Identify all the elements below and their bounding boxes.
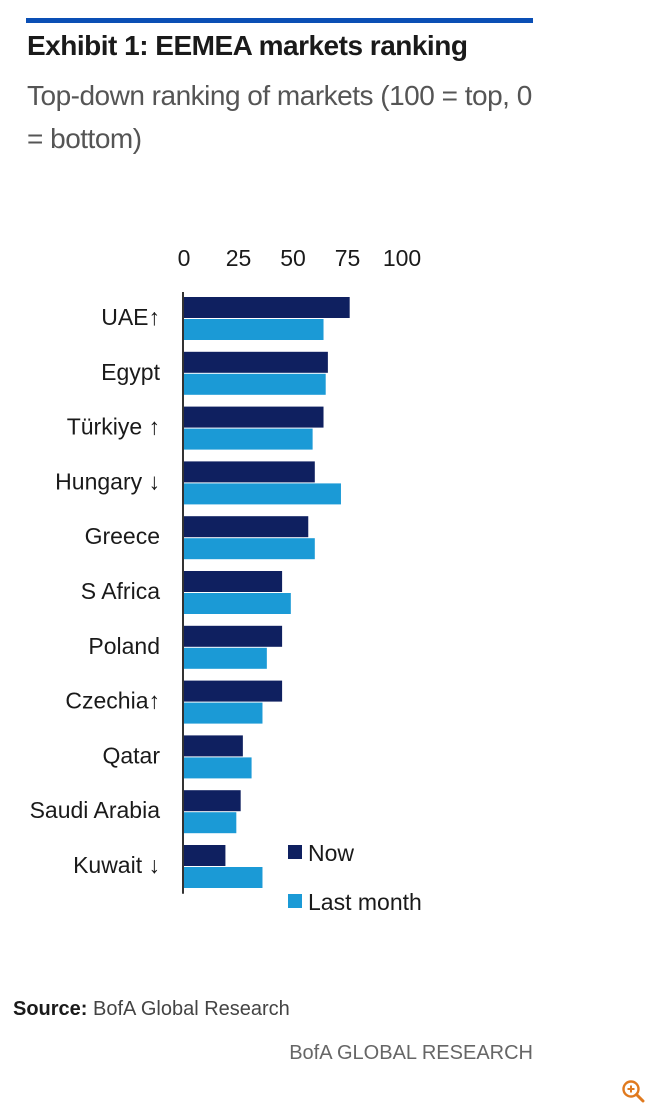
category-label: Hungary ↓ xyxy=(55,468,160,494)
legend-label-now: Now xyxy=(308,840,354,866)
x-tick-label: 75 xyxy=(335,245,361,271)
bar-now xyxy=(184,571,283,592)
bar-now xyxy=(184,351,328,373)
bar-now xyxy=(184,461,315,483)
bar-last-month xyxy=(184,757,252,779)
bar-now xyxy=(184,735,243,757)
x-tick-label: 0 xyxy=(178,245,191,271)
x-tick-label: 100 xyxy=(383,245,421,271)
category-label: UAE↑ xyxy=(101,304,160,330)
source-note: Source: BofA Global Research xyxy=(13,998,290,1021)
bar-last-month xyxy=(184,373,326,395)
bar-last-month xyxy=(184,593,291,614)
bar-last-month xyxy=(184,319,324,340)
x-tick-label: 25 xyxy=(226,245,252,271)
category-label: S Africa xyxy=(81,578,160,604)
source-label: Source: xyxy=(13,998,88,1020)
legend-swatch-last-month xyxy=(288,894,302,908)
category-label: Greece xyxy=(85,523,160,549)
legend-label-last-month: Last month xyxy=(308,889,422,915)
bar-now xyxy=(184,516,309,538)
bar-now xyxy=(184,680,283,702)
category-label: Saudi Arabia xyxy=(30,797,161,823)
top-rule xyxy=(26,18,533,23)
bar-last-month xyxy=(184,428,313,450)
bar-now xyxy=(184,297,350,318)
chart-subtitle: Top-down ranking of markets (100 = top, … xyxy=(27,80,532,154)
brand-label: BofA GLOBAL RESEARCH xyxy=(289,1042,533,1064)
legend-swatch-now xyxy=(288,845,302,859)
bar-last-month xyxy=(184,483,341,505)
category-label: Kuwait ↓ xyxy=(73,852,160,878)
category-label: Qatar xyxy=(102,742,160,768)
category-label: Egypt xyxy=(101,359,160,385)
chart-title: Exhibit 1: EEMEA markets ranking xyxy=(27,30,468,61)
bar-now xyxy=(184,406,324,428)
category-label: Türkiye ↑ xyxy=(67,414,160,440)
bar-last-month xyxy=(184,867,263,888)
bar-last-month xyxy=(184,702,263,724)
bar-now xyxy=(184,845,226,866)
category-label: Czechia↑ xyxy=(65,688,160,714)
bar-now xyxy=(184,625,283,647)
category-label: Poland xyxy=(88,633,160,659)
bar-last-month xyxy=(184,812,237,834)
bar-last-month xyxy=(184,538,315,560)
bar-now xyxy=(184,790,241,812)
x-tick-label: 50 xyxy=(280,245,306,271)
bar-last-month xyxy=(184,647,267,669)
source-text: BofA Global Research xyxy=(93,998,290,1020)
zoom-in-icon[interactable] xyxy=(620,1078,646,1104)
